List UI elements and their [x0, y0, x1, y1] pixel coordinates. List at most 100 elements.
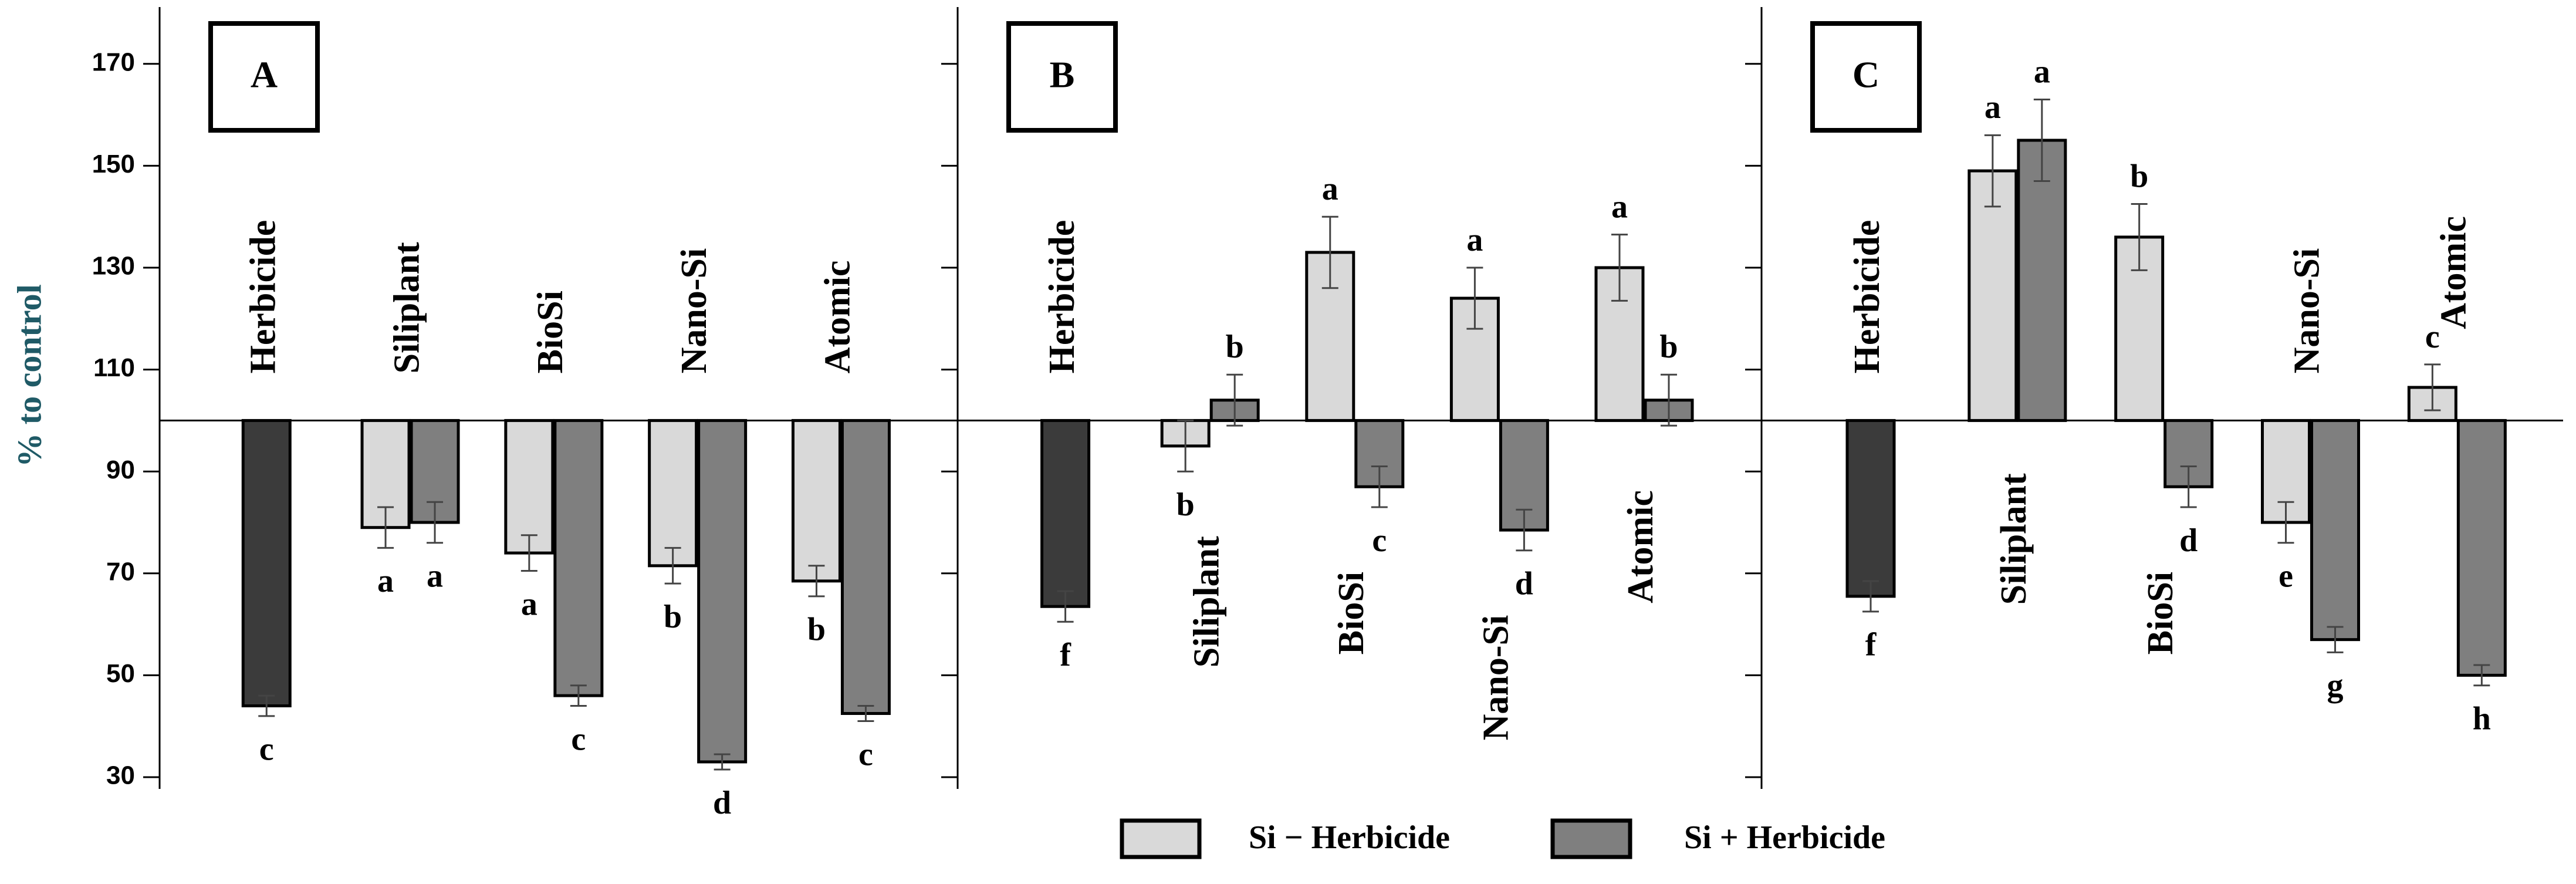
panel-box — [1810, 21, 1922, 133]
panel-label: B — [1050, 54, 1075, 96]
category-label: Herbicide — [1042, 220, 1082, 374]
error-bar — [1984, 134, 2001, 208]
category-label: Nano-Si — [1476, 615, 1516, 741]
category-label: Nano-Si — [2287, 248, 2327, 374]
bar — [1845, 419, 1896, 598]
error-bar — [258, 694, 275, 717]
significance-letter: a — [427, 558, 443, 595]
category-label: Herbicide — [1847, 220, 1887, 374]
error-bar — [2131, 203, 2148, 271]
significance-letter: b — [1177, 487, 1195, 523]
error-bar — [1862, 580, 1879, 613]
y-tick-label: 90 — [106, 456, 135, 484]
category-label: Atomic — [818, 261, 858, 374]
bar — [2456, 419, 2507, 677]
significance-letter: c — [571, 721, 586, 757]
error-bar — [1177, 419, 1194, 473]
significance-letter: a — [377, 563, 394, 599]
error-bar — [1660, 373, 1677, 427]
error-bar — [2033, 99, 2050, 182]
error-bar — [2473, 664, 2490, 687]
error-bar — [1611, 234, 1628, 302]
bar — [697, 419, 748, 764]
category-label: Nano-Si — [674, 248, 714, 374]
significance-letter: c — [1372, 522, 1387, 559]
significance-letter: b — [664, 599, 682, 635]
error-bar — [1371, 465, 1388, 508]
bar — [1968, 169, 2018, 422]
significance-letter: a — [2034, 53, 2050, 90]
significance-letter: a — [521, 586, 537, 622]
error-bar — [1466, 266, 1483, 330]
legend-label: Si + Herbicide — [1684, 819, 1885, 856]
error-bar — [1516, 508, 1533, 552]
category-label: Herbicide — [243, 220, 283, 374]
bar — [241, 419, 292, 707]
category-label: Atomic — [2434, 216, 2474, 329]
error-bar — [857, 704, 874, 723]
significance-letter: f — [1865, 627, 1877, 663]
error-bar — [2180, 465, 2197, 508]
significance-letter: d — [1515, 566, 1533, 602]
significance-letter: b — [807, 612, 826, 648]
significance-letter: e — [2278, 558, 2293, 595]
significance-letter: b — [1659, 329, 1678, 365]
bar — [648, 419, 698, 568]
category-label: BioSi — [530, 291, 570, 373]
bar — [2310, 419, 2361, 642]
significance-letter: f — [1060, 637, 1071, 673]
panel-label: A — [251, 54, 278, 96]
y-tick-label: 150 — [92, 150, 135, 178]
significance-letter: a — [1322, 171, 1338, 207]
significance-letter: c — [858, 736, 873, 772]
significance-letter: d — [2179, 522, 2198, 559]
y-tick-label: 170 — [92, 48, 135, 76]
panel-box — [208, 21, 320, 133]
significance-letter: h — [2473, 701, 2491, 737]
category-label: Siliplant — [1186, 536, 1226, 667]
category-label: Siliplant — [387, 242, 427, 373]
category-label: Atomic — [1621, 490, 1661, 603]
significance-letter: b — [2130, 158, 2148, 194]
bar — [553, 419, 604, 697]
panel-label: C — [1852, 54, 1879, 96]
significance-letter: c — [259, 731, 274, 768]
y-tick-label: 110 — [93, 353, 135, 382]
bar — [2017, 139, 2067, 422]
panel-box — [1006, 21, 1118, 133]
error-bar — [2277, 501, 2294, 544]
significance-letter: a — [1985, 89, 2001, 126]
error-bar — [2424, 363, 2441, 411]
y-tick-label: 130 — [92, 252, 135, 281]
error-bar — [570, 684, 587, 707]
y-axis-label: % to control — [10, 284, 48, 467]
bar — [840, 419, 891, 716]
legend-swatch — [1550, 818, 1632, 859]
significance-letter: d — [713, 785, 731, 821]
error-bar — [714, 753, 731, 771]
error-bar — [2327, 626, 2344, 653]
bar — [504, 419, 555, 555]
error-bar — [520, 534, 537, 572]
bar — [1040, 419, 1091, 608]
error-bar — [427, 501, 444, 544]
error-bar — [1057, 590, 1074, 623]
category-label: BioSi — [1331, 572, 1371, 654]
y-tick-label: 30 — [106, 761, 135, 790]
significance-letter: a — [1611, 188, 1628, 225]
significance-letter: c — [2425, 319, 2440, 355]
category-label: Siliplant — [1994, 473, 2034, 605]
category-label: BioSi — [2141, 572, 2181, 654]
bar — [791, 419, 841, 583]
significance-letter: a — [1466, 222, 1483, 258]
error-bar — [377, 506, 394, 549]
error-bar — [1226, 373, 1243, 427]
legend-label: Si − Herbicide — [1249, 819, 1450, 856]
y-tick-label: 50 — [106, 659, 135, 688]
legend-swatch — [1120, 818, 1202, 859]
error-bar — [808, 565, 825, 598]
significance-letter: b — [1226, 329, 1244, 365]
significance-letter: g — [2327, 667, 2344, 704]
error-bar — [664, 546, 681, 585]
